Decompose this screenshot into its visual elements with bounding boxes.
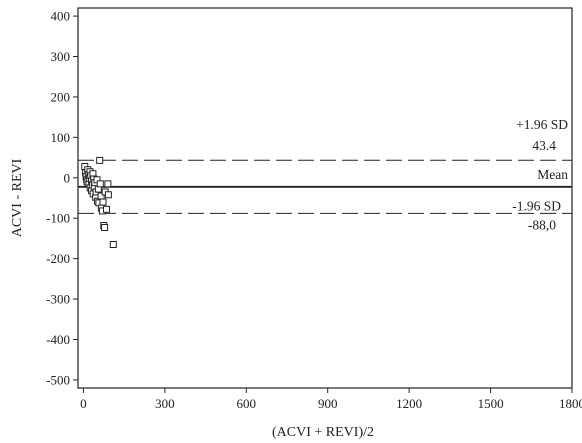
x-tick-label: 1200 [396, 396, 422, 411]
x-tick-label: 300 [155, 396, 175, 411]
y-tick-label: 400 [51, 9, 71, 24]
x-axis-label: (ACVI + REVI)/2 [272, 425, 374, 440]
y-tick-label: -200 [46, 251, 70, 266]
x-tick-label: 900 [318, 396, 338, 411]
y-tick-label: 100 [51, 130, 71, 145]
x-tick-label: 600 [237, 396, 257, 411]
data-point [103, 205, 110, 213]
line-name-label: +1.96 SD [516, 117, 568, 132]
y-tick-label: -400 [46, 332, 70, 347]
line-name-label: -1.96 SD [512, 198, 561, 213]
x-tick-label: 1500 [478, 396, 504, 411]
data-point [104, 191, 112, 199]
y-tick-label: 0 [64, 170, 71, 185]
line-name-label: Mean [537, 167, 568, 182]
line-value-label: 43.4 [532, 138, 556, 153]
data-point [96, 156, 104, 164]
y-tick-label: 300 [51, 49, 71, 64]
data-point [101, 224, 109, 232]
line-value-label: -88,0 [528, 217, 556, 232]
y-tick-label: -300 [46, 292, 70, 307]
data-point [96, 180, 104, 188]
plot-frame [77, 7, 573, 389]
y-tick-label: -500 [46, 372, 70, 387]
data-point [109, 240, 117, 248]
x-tick-label: 1800 [559, 396, 582, 411]
y-axis-label: ACVI - REVI [10, 158, 25, 237]
y-tick-label: 200 [51, 89, 71, 104]
data-point [99, 198, 107, 206]
y-tick-label: -100 [46, 211, 70, 226]
data-point [104, 180, 112, 188]
x-tick-label: 0 [80, 396, 87, 411]
